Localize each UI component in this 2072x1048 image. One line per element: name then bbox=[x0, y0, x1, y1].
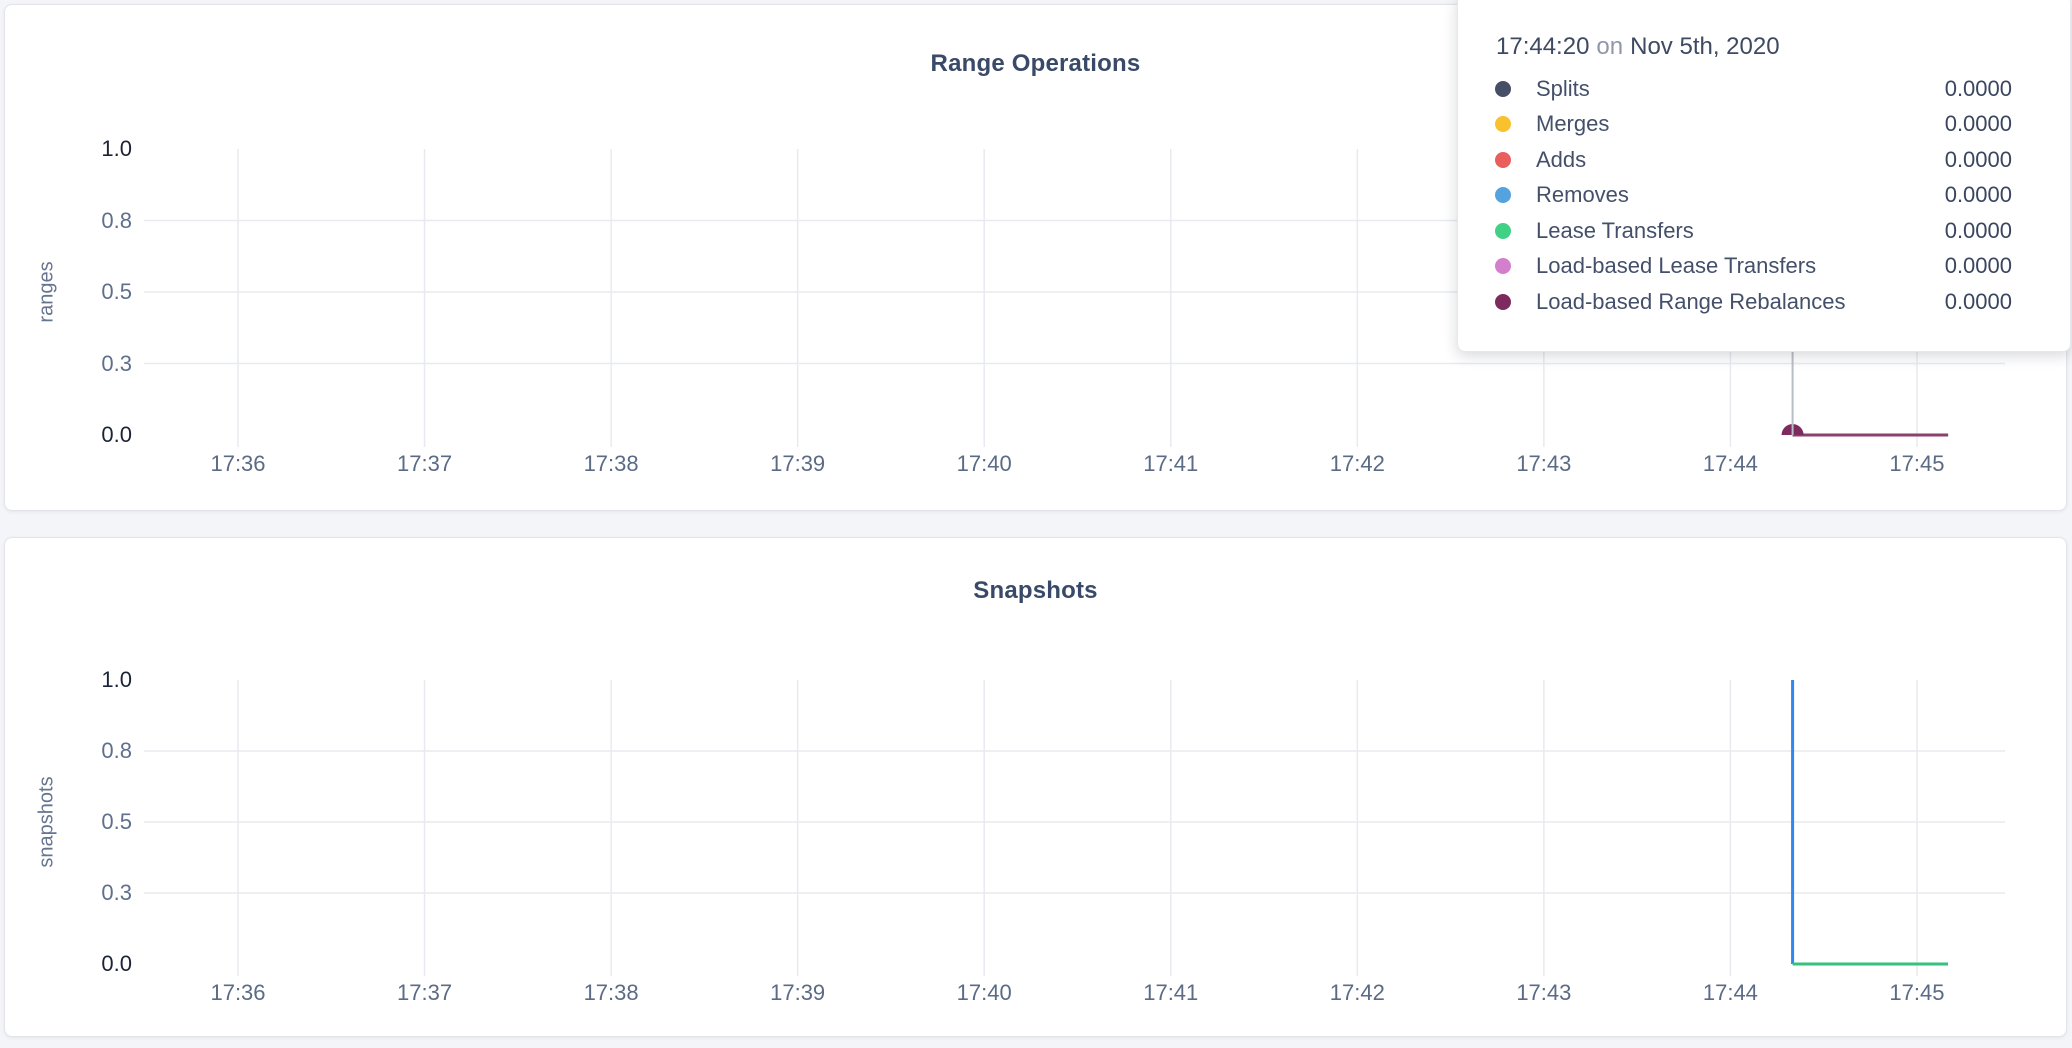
x-tick-label: 17:36 bbox=[210, 451, 266, 476]
tooltip-rows: Splits 0.0000 Merges 0.0000 Adds 0.0000 Remove… bbox=[1458, 71, 2070, 320]
y-tick-label: 0.0 bbox=[101, 422, 132, 447]
x-tick-label: 17:45 bbox=[1889, 980, 1945, 1005]
x-tick-label: 17:41 bbox=[1143, 980, 1199, 1005]
tooltip-series-row: Load-based Range Rebalances 0.0000 bbox=[1458, 284, 2070, 320]
tooltip-series-row: Adds 0.0000 bbox=[1458, 142, 2070, 178]
series-label: Merges bbox=[1536, 111, 1610, 137]
y-tick-label: 0.3 bbox=[101, 880, 132, 905]
snapshots-chart-card: Snapshots snapshots 1.0 0.8 0.5 0.3 0.0 17:36… bbox=[4, 537, 2067, 1037]
chart-title: Snapshots bbox=[973, 577, 1098, 604]
x-tick-label: 17:44 bbox=[1702, 980, 1758, 1005]
series-value: 0.0000 bbox=[1944, 288, 2012, 314]
series-value: 0.0000 bbox=[1944, 75, 2012, 101]
y-tick-label: 0.3 bbox=[101, 350, 132, 376]
series-value: 0.0000 bbox=[1944, 182, 2012, 208]
tooltip-series-row: Load-based Lease Transfers 0.0000 bbox=[1458, 249, 2070, 285]
x-tick-label: 17:41 bbox=[1143, 451, 1199, 476]
series-value: 0.0000 bbox=[1944, 217, 2012, 243]
y-tick-label: 1.0 bbox=[101, 667, 132, 692]
series-color-dot-icon bbox=[1495, 222, 1511, 239]
series-color-dot-icon bbox=[1495, 116, 1511, 133]
tooltip-series-row: Lease Transfers 0.0000 bbox=[1458, 213, 2070, 249]
x-tick-label: 17:42 bbox=[1329, 980, 1385, 1005]
y-tick-label: 1.0 bbox=[101, 136, 132, 161]
x-tick-label: 17:38 bbox=[583, 980, 639, 1005]
x-tick-label: 17:44 bbox=[1702, 451, 1758, 476]
x-tick-label: 17:43 bbox=[1516, 451, 1572, 476]
x-tick-label: 17:37 bbox=[397, 980, 453, 1005]
series-color-dot-icon bbox=[1495, 187, 1511, 204]
y-tick-label: 0.8 bbox=[101, 738, 132, 763]
series-color-dot-icon bbox=[1495, 151, 1511, 168]
tooltip-series-row: Splits 0.0000 bbox=[1458, 71, 2070, 107]
y-tick-label: 0.0 bbox=[101, 951, 132, 976]
chart-hover-tooltip: 17:44:20 on Nov 5th, 2020 Splits 0.0000 Merg… bbox=[1457, 0, 2071, 352]
x-tick-label: 17:38 bbox=[583, 451, 639, 476]
x-tick-label: 17:40 bbox=[956, 980, 1012, 1005]
series-value: 0.0000 bbox=[1944, 253, 2012, 279]
x-tick-label: 17:40 bbox=[956, 451, 1012, 476]
x-tick-label: 17:42 bbox=[1329, 451, 1385, 476]
series-color-dot-icon bbox=[1495, 258, 1511, 275]
tooltip-series-row: Merges 0.0000 bbox=[1458, 107, 2070, 143]
series-color-dot-icon bbox=[1495, 80, 1511, 97]
y-tick-label: 0.5 bbox=[101, 809, 132, 834]
tooltip-timestamp: 17:44:20 on Nov 5th, 2020 bbox=[1496, 33, 1780, 61]
y-tick-label: 0.5 bbox=[101, 279, 132, 304]
series-label: Lease Transfers bbox=[1536, 217, 1694, 243]
x-tick-label: 17:43 bbox=[1516, 980, 1572, 1005]
tooltip-date: Nov 5th, 2020 bbox=[1630, 33, 1780, 60]
series-color-dot-icon bbox=[1495, 293, 1511, 310]
series-value: 0.0000 bbox=[1944, 111, 2012, 137]
series-value: 0.0000 bbox=[1944, 146, 2012, 172]
series-label: Load-based Lease Transfers bbox=[1536, 253, 1817, 279]
x-tick-label: 17:37 bbox=[397, 451, 453, 476]
tooltip-time: 17:44:20 bbox=[1496, 33, 1590, 60]
tooltip-series-row: Removes 0.0000 bbox=[1458, 178, 2070, 214]
x-tick-label: 17:36 bbox=[210, 980, 266, 1005]
series-label: Load-based Range Rebalances bbox=[1536, 288, 1846, 314]
series-label: Adds bbox=[1536, 146, 1587, 172]
series-label: Splits bbox=[1536, 75, 1590, 101]
tooltip-connector: on bbox=[1596, 33, 1624, 60]
x-tick-label: 17:39 bbox=[770, 451, 826, 476]
x-tick-label: 17:39 bbox=[770, 980, 826, 1005]
plot-area[interactable] bbox=[5, 538, 2068, 1038]
series-label: Removes bbox=[1536, 182, 1629, 208]
x-tick-label: 17:45 bbox=[1889, 451, 1945, 476]
y-tick-label: 0.8 bbox=[101, 207, 132, 233]
chart-title: Range Operations bbox=[930, 50, 1141, 77]
